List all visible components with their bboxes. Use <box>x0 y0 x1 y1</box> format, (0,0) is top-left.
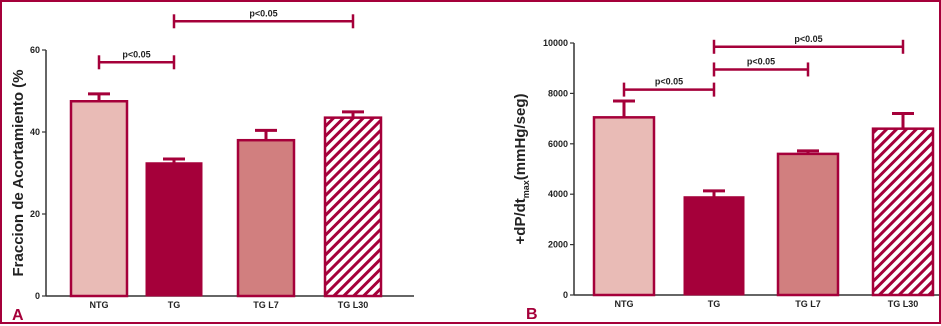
y-axis-label-units: (mmHg/seg) <box>512 94 529 181</box>
y-axis-label: Fraccion de Acortamiento (% <box>10 70 27 277</box>
y-tick-label: 8000 <box>548 88 568 98</box>
significance-label: p<0.05 <box>794 34 822 44</box>
bar-ntg <box>592 116 656 297</box>
bar-tg-l30 <box>323 116 383 298</box>
panel-label: B <box>526 306 538 323</box>
category-label: TG L30 <box>338 300 369 310</box>
y-tick-label: 40 <box>30 127 40 137</box>
bar-tg-l30 <box>871 127 935 297</box>
chart-panel-a: 0 20 40 60 NTG TG TG L7 TG L30 p<0.05 p<0.05 Fracc… <box>10 8 414 324</box>
category-label: NTG <box>90 300 109 310</box>
category-label: NTG <box>615 299 634 309</box>
y-tick-label: 20 <box>30 209 40 219</box>
y-axis-label: +dP/dtmax(mmHg/seg) <box>512 94 531 245</box>
y-tick-label: 6000 <box>548 139 568 149</box>
significance-label: p<0.05 <box>249 8 277 18</box>
bar-tg-l7 <box>776 152 840 297</box>
significance-label: p<0.05 <box>655 77 683 87</box>
significance-label: p<0.05 <box>122 49 150 59</box>
category-label: TG L7 <box>253 300 279 310</box>
bar-ntg <box>69 100 129 298</box>
category-label: TG <box>708 299 721 309</box>
significance-label: p<0.05 <box>747 56 775 66</box>
y-tick-label: 0 <box>563 290 568 300</box>
category-label: TG L30 <box>888 299 919 309</box>
y-axis-label-subscript: max <box>521 180 531 198</box>
category-label: TG L7 <box>795 299 821 309</box>
bar-tg <box>683 196 745 296</box>
y-tick-label: 10000 <box>543 38 568 48</box>
panel-label: A <box>12 307 24 324</box>
y-tick-label: 60 <box>30 45 40 55</box>
bar-tg-l7 <box>236 138 296 298</box>
y-tick-label: 0 <box>35 291 40 301</box>
y-tick-label: 2000 <box>548 240 568 250</box>
bar-tg <box>145 162 203 297</box>
chart-panel-b: 0 2000 4000 6000 8000 10000 NTG TG TG L7 TG L30 p<… <box>512 34 939 323</box>
category-label: TG <box>168 300 181 310</box>
y-tick-label: 4000 <box>548 189 568 199</box>
